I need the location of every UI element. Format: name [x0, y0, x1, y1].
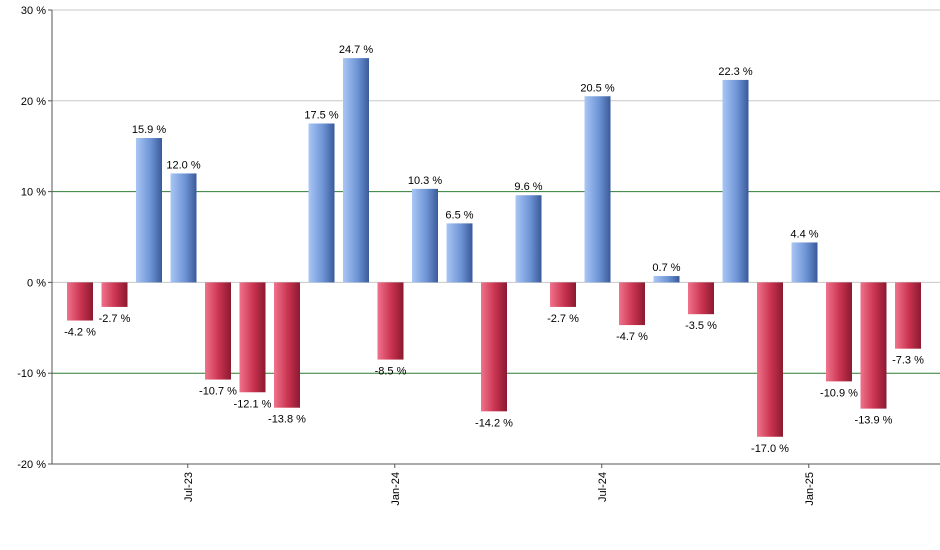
- bar-5: [205, 282, 231, 380]
- data-label-7: -13.8 %: [268, 414, 306, 426]
- labels: 30 %20 %10 %0 %-10 %-20 %-4.2 %-2.7 %15.…: [17, 5, 924, 506]
- y-tick-label: 10 %: [21, 187, 46, 199]
- bar-1: [67, 282, 93, 321]
- bar-14: [515, 195, 542, 283]
- data-label-14: 9.6 %: [514, 181, 542, 193]
- x-tick-label: Jul-23: [183, 472, 195, 502]
- axes: [48, 9, 940, 468]
- data-label-12: 6.5 %: [445, 209, 473, 221]
- bar-12: [446, 223, 473, 283]
- data-label-9: 24.7 %: [339, 44, 373, 56]
- bar-7: [274, 282, 300, 408]
- y-tick-label: -10 %: [17, 368, 46, 380]
- data-label-13: -14.2 %: [475, 417, 513, 429]
- data-label-6: -12.1 %: [234, 398, 272, 410]
- data-label-15: -2.7 %: [547, 313, 579, 325]
- bar-25: [895, 282, 921, 349]
- bar-10: [377, 282, 404, 360]
- data-label-18: 0.7 %: [652, 262, 680, 274]
- bar-19: [688, 282, 714, 315]
- data-label-10: -8.5 %: [375, 366, 407, 378]
- data-label-16: 20.5 %: [580, 82, 614, 94]
- x-tick-label: Jan-25: [804, 472, 816, 506]
- bar-4: [170, 173, 197, 283]
- y-tick-label: 30 %: [21, 5, 46, 17]
- data-label-5: -10.7 %: [199, 386, 237, 398]
- bar-9: [343, 58, 369, 283]
- data-label-22: 4.4 %: [790, 228, 818, 240]
- data-label-4: 12.0 %: [166, 159, 200, 171]
- bar-15: [550, 282, 576, 307]
- bar-11: [412, 188, 438, 283]
- bar-24: [860, 282, 887, 409]
- bars: [67, 58, 921, 437]
- y-tick-label: 20 %: [21, 96, 46, 108]
- bar-18: [653, 276, 680, 283]
- data-label-25: -7.3 %: [892, 355, 924, 367]
- y-tick-label: 0 %: [27, 277, 46, 289]
- data-label-8: 17.5 %: [304, 110, 338, 122]
- bar-20: [722, 79, 749, 283]
- data-label-21: -17.0 %: [751, 443, 789, 455]
- data-label-24: -13.9 %: [855, 415, 893, 427]
- bar-3: [136, 138, 162, 283]
- data-label-17: -4.7 %: [616, 331, 648, 343]
- bar-17: [619, 282, 645, 326]
- bar-21: [757, 282, 783, 437]
- data-label-2: -2.7 %: [99, 313, 131, 325]
- bar-13: [481, 282, 507, 412]
- data-label-23: -10.9 %: [820, 387, 858, 399]
- bar-23: [826, 282, 852, 382]
- bar-22: [791, 242, 818, 283]
- data-label-1: -4.2 %: [64, 327, 96, 339]
- x-tick-label: Jan-24: [390, 472, 402, 506]
- bar-8: [308, 123, 335, 283]
- x-tick-label: Jul-24: [597, 472, 609, 502]
- y-tick-label: -20 %: [17, 459, 46, 471]
- data-label-11: 10.3 %: [408, 175, 442, 187]
- data-label-3: 15.9 %: [132, 124, 166, 136]
- data-label-19: -3.5 %: [685, 320, 717, 332]
- bar-6: [239, 282, 266, 393]
- bar-2: [101, 282, 128, 307]
- bar-16: [584, 96, 611, 283]
- data-label-20: 22.3 %: [718, 66, 752, 78]
